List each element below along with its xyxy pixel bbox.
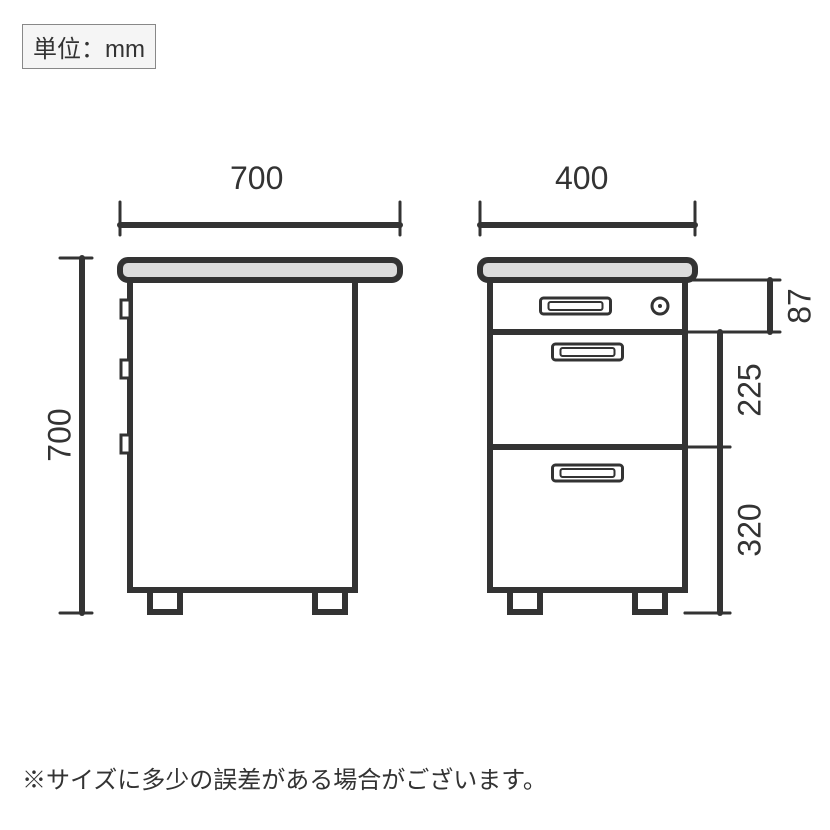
dim-drawer-1: 87	[782, 288, 819, 324]
dim-front-width: 400	[555, 160, 608, 197]
disclaimer-text: ※サイズに多少の誤差がある場合がございます。	[22, 760, 547, 795]
dim-drawer-3: 320	[732, 503, 769, 556]
dim-drawer-2: 225	[732, 363, 769, 416]
dim-side-width: 700	[230, 160, 283, 197]
dimension-drawing	[0, 0, 830, 830]
dim-side-height: 700	[42, 408, 79, 461]
